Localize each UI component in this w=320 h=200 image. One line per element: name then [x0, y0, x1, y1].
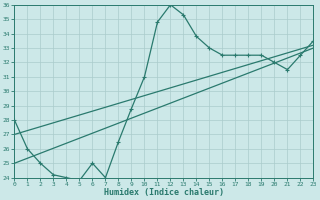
X-axis label: Humidex (Indice chaleur): Humidex (Indice chaleur) — [104, 188, 224, 197]
